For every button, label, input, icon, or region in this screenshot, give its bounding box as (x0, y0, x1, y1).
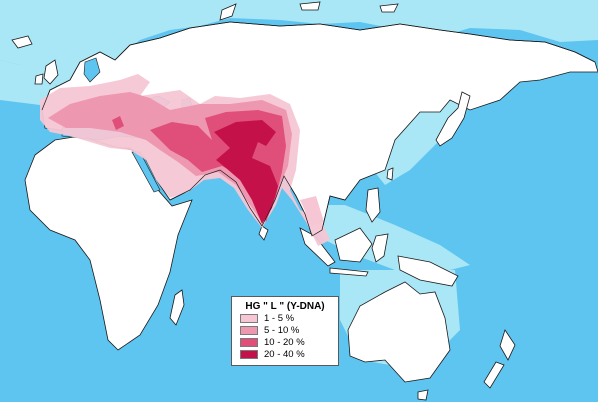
legend-swatch (240, 350, 258, 359)
frequency-zone-20-40 (214, 120, 278, 224)
baltic-sea (83, 57, 101, 83)
japan (435, 91, 471, 147)
legend-label: 20 - 40 % (264, 349, 305, 360)
coastlines (41, 21, 596, 237)
legend-item: 10 - 20 % (240, 337, 338, 348)
legend-swatch (240, 326, 258, 335)
legend-label: 1 - 5 % (264, 313, 295, 324)
legend-label: 5 - 10 % (264, 325, 300, 336)
legend-title: HG " L " (Y-DNA) (245, 301, 325, 312)
new-zealand (483, 329, 516, 389)
legend-swatch (240, 314, 258, 323)
madagascar (169, 289, 185, 326)
new-guinea (397, 255, 459, 287)
legend-swatch (240, 338, 258, 347)
map-legend: HG " L " (Y-DNA) 1 - 5 % 5 - 10 % 10 - 2… (231, 296, 339, 366)
haplogroup-distribution (40, 74, 330, 246)
legend-label: 10 - 20 % (264, 337, 305, 348)
australia (347, 281, 451, 383)
legend-item: 20 - 40 % (240, 349, 338, 360)
legend-item: 5 - 10 % (240, 325, 338, 336)
legend-item: 1 - 5 % (240, 313, 338, 324)
